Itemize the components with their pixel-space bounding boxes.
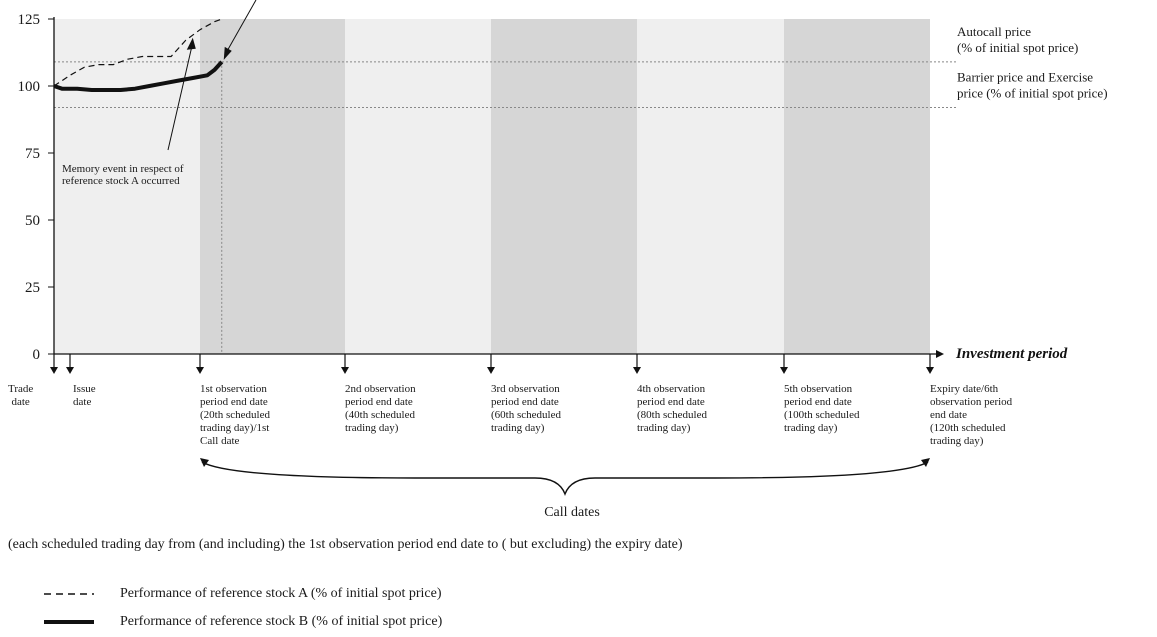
plot-band (784, 19, 930, 354)
memory-arrow-line (167, 46, 193, 151)
memory-arrowhead (186, 37, 196, 50)
call-dates-title: Call dates (544, 505, 600, 520)
date-label: 4th observation period end date (80th sc… (637, 383, 707, 434)
date-label: 2nd observation period end date (40th sc… (345, 383, 416, 434)
series-a-line (53, 18, 223, 87)
plot-band (54, 19, 200, 354)
series-b-line (53, 60, 224, 92)
side-label-line: (% of initial spot price) (957, 40, 1078, 55)
date-arrowhead (341, 367, 349, 374)
brace-arrowhead-left (200, 458, 209, 467)
legend-item-a: Performance of reference stock A (% of i… (44, 584, 441, 604)
memory-event-line: Memory event in respect of (62, 163, 184, 175)
date-label: Issue date (73, 383, 96, 408)
y-tick-label: 100 (18, 79, 41, 95)
y-tick-label: 125 (18, 12, 41, 28)
date-label: Trade date (8, 383, 34, 408)
call-dates-brace (201, 461, 929, 496)
legend-swatch-solid (44, 620, 94, 624)
date-arrowhead (50, 367, 58, 374)
legend-swatch-dashed (44, 593, 94, 595)
axes: 0 25 50 75 100 125 Investment period (18, 12, 1068, 374)
call-dates-description: (each scheduled trading day from (and in… (8, 537, 683, 552)
date-arrowhead (66, 367, 74, 374)
date-arrowhead (196, 367, 204, 374)
side-label-line: Autocall price (957, 24, 1031, 39)
x-axis-label: Investment period (955, 346, 1068, 362)
series-group (53, 18, 224, 92)
plot-band (637, 19, 784, 354)
memory-event-line: reference stock A occurred (62, 175, 180, 187)
date-arrowhead (633, 367, 641, 374)
y-tick-label: 50 (25, 213, 40, 229)
plot-band (200, 19, 345, 354)
date-label: 5th observation period end date (100th s… (784, 383, 860, 434)
memory-event-label: Memory event in respect of reference stoc… (62, 163, 184, 187)
legend-label-b: Performance of reference stock B (% of i… (120, 614, 443, 629)
autocall-arrow-line (227, 0, 257, 51)
plot-band (345, 19, 491, 354)
annotations: Memory event in respect of reference stoc… (62, 0, 930, 496)
brace-arrowhead-right (921, 458, 930, 467)
date-label: Expiry date/6th observation period end d… (930, 383, 1013, 447)
y-tick-label: 0 (33, 347, 41, 363)
legend-label-a: Performance of reference stock A (% of i… (120, 586, 442, 601)
reference-lines: Autocall price (% of initial spot price) B… (54, 24, 1108, 354)
side-label-line: Barrier price and Exercise (957, 69, 1093, 84)
date-arrowhead (926, 367, 934, 374)
x-axis-arrowhead (936, 350, 944, 358)
y-tick-label: 25 (25, 280, 40, 296)
legend-item-b: Performance of reference stock B (% of i… (44, 612, 442, 632)
side-label-line: price (% of initial spot price) (957, 85, 1108, 100)
plot-band (491, 19, 637, 354)
date-arrowhead (487, 367, 495, 374)
autocall-label: Autocall price (% of initial spot price) (957, 24, 1078, 55)
date-label: 1st observation period end date (20th sc… (200, 383, 270, 447)
date-label: 3rd observation period end date (60th sc… (491, 383, 561, 434)
y-tick-label: 75 (25, 146, 40, 162)
autocall-arrowhead (223, 46, 232, 60)
plot-bands (54, 19, 930, 354)
barrier-label: Barrier price and Exercise price (% of in… (957, 69, 1108, 100)
date-arrowhead (780, 367, 788, 374)
